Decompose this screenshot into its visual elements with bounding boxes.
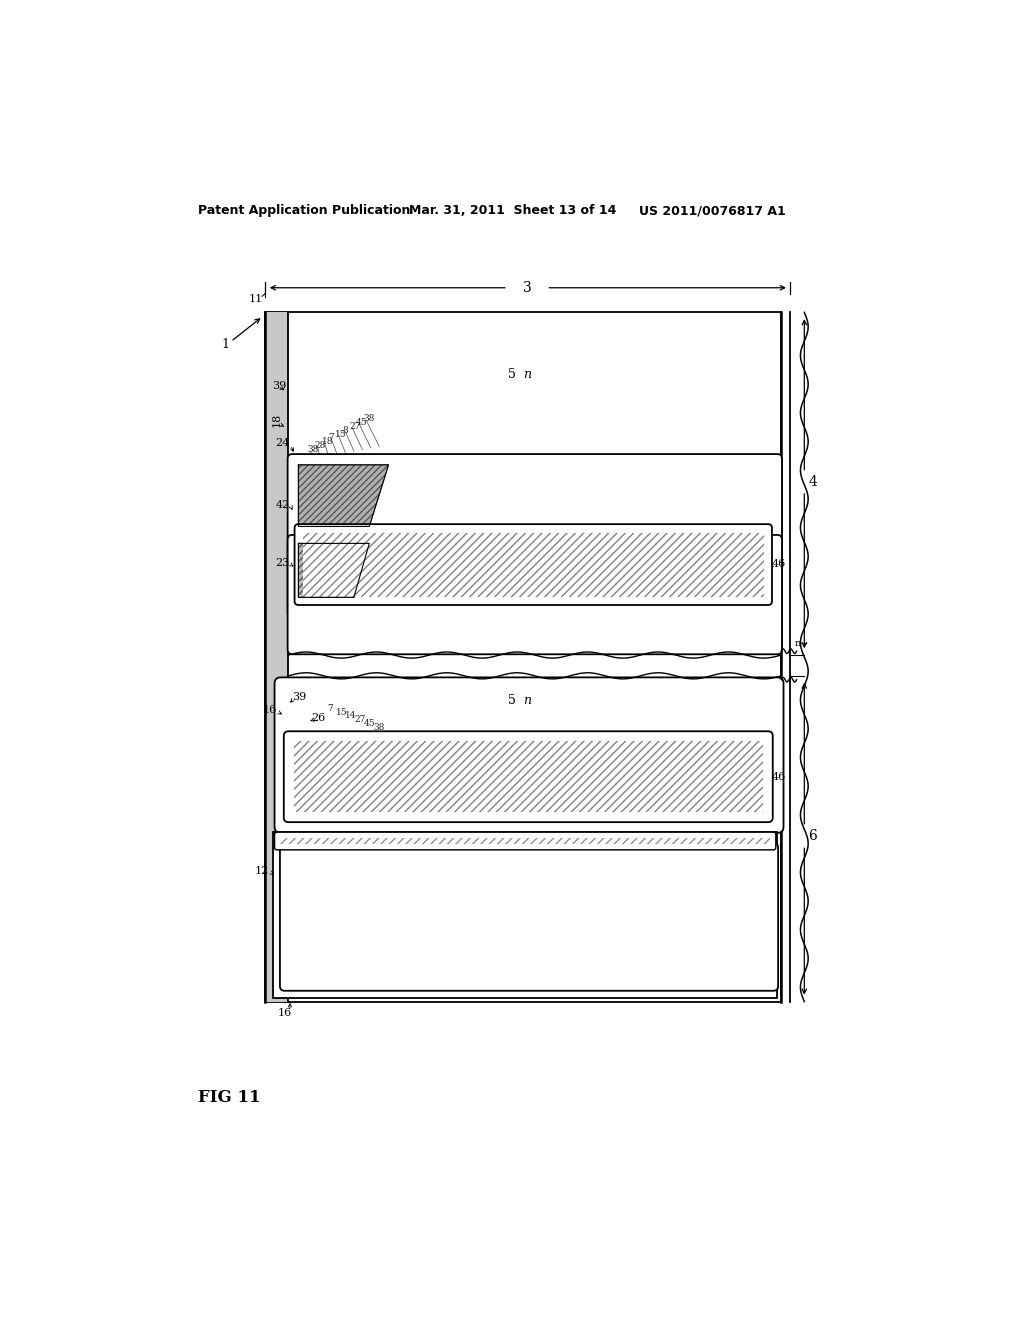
FancyBboxPatch shape — [274, 677, 783, 833]
Text: 15: 15 — [336, 429, 347, 438]
Text: 45: 45 — [364, 719, 376, 729]
Text: 3: 3 — [522, 281, 531, 294]
Text: n: n — [523, 694, 531, 708]
FancyBboxPatch shape — [284, 731, 773, 822]
Text: 27: 27 — [354, 715, 366, 725]
Text: 27: 27 — [539, 870, 553, 879]
FancyBboxPatch shape — [288, 454, 782, 618]
Bar — [303, 532, 764, 597]
FancyBboxPatch shape — [280, 843, 778, 991]
Text: 8: 8 — [342, 426, 348, 434]
Text: 10: 10 — [431, 879, 445, 890]
Bar — [273, 832, 777, 998]
Text: 38: 38 — [373, 723, 384, 731]
Text: 4: 4 — [808, 475, 817, 488]
Text: 18: 18 — [271, 413, 282, 428]
Text: 24: 24 — [275, 438, 290, 449]
Text: 7: 7 — [329, 433, 334, 442]
Polygon shape — [298, 465, 388, 527]
Text: 6: 6 — [808, 829, 817, 843]
Text: 27: 27 — [349, 422, 360, 430]
Text: 39: 39 — [300, 862, 314, 871]
Bar — [294, 742, 763, 812]
Text: 18: 18 — [322, 437, 333, 446]
Text: 28: 28 — [314, 441, 326, 450]
FancyBboxPatch shape — [295, 524, 772, 605]
Text: 38: 38 — [364, 414, 375, 424]
Text: US 2011/0076817 A1: US 2011/0076817 A1 — [639, 205, 785, 218]
Text: 16: 16 — [278, 1008, 292, 1018]
Text: 16: 16 — [262, 705, 276, 715]
Text: 42: 42 — [275, 500, 290, 510]
Bar — [280, 838, 770, 845]
Text: 26: 26 — [311, 713, 326, 723]
Text: 28: 28 — [310, 550, 322, 560]
Text: 5: 5 — [508, 694, 516, 708]
Text: 7: 7 — [327, 704, 333, 713]
Text: 26: 26 — [423, 561, 437, 572]
Polygon shape — [298, 544, 370, 598]
Text: 27: 27 — [515, 561, 529, 572]
Text: 11: 11 — [249, 294, 263, 305]
Text: 38: 38 — [304, 546, 315, 556]
Text: Mar. 31, 2011  Sheet 13 of 14: Mar. 31, 2011 Sheet 13 of 14 — [410, 205, 616, 218]
Text: n+: n+ — [795, 639, 810, 648]
Text: 12: 12 — [255, 866, 269, 875]
Text: 5: 5 — [508, 367, 516, 380]
Text: 23: 23 — [275, 557, 290, 568]
Text: 9: 9 — [342, 494, 349, 504]
FancyBboxPatch shape — [288, 535, 782, 655]
Text: 14: 14 — [345, 711, 357, 721]
Text: 39: 39 — [272, 380, 287, 391]
FancyBboxPatch shape — [274, 832, 776, 850]
Text: 18: 18 — [316, 554, 328, 564]
Text: 15: 15 — [336, 708, 348, 717]
Text: 1: 1 — [221, 338, 229, 351]
Text: n: n — [500, 869, 508, 880]
Bar — [265, 313, 289, 1002]
Text: 45: 45 — [356, 418, 368, 426]
Bar — [265, 313, 781, 1002]
Text: 46: 46 — [772, 772, 786, 781]
Text: 46: 46 — [772, 560, 786, 569]
Text: n: n — [523, 367, 531, 380]
Text: 9: 9 — [350, 573, 357, 583]
Text: 38: 38 — [307, 445, 319, 454]
Text: 39: 39 — [292, 693, 306, 702]
Text: FIG 11: FIG 11 — [199, 1089, 261, 1106]
Text: Patent Application Publication: Patent Application Publication — [199, 205, 411, 218]
